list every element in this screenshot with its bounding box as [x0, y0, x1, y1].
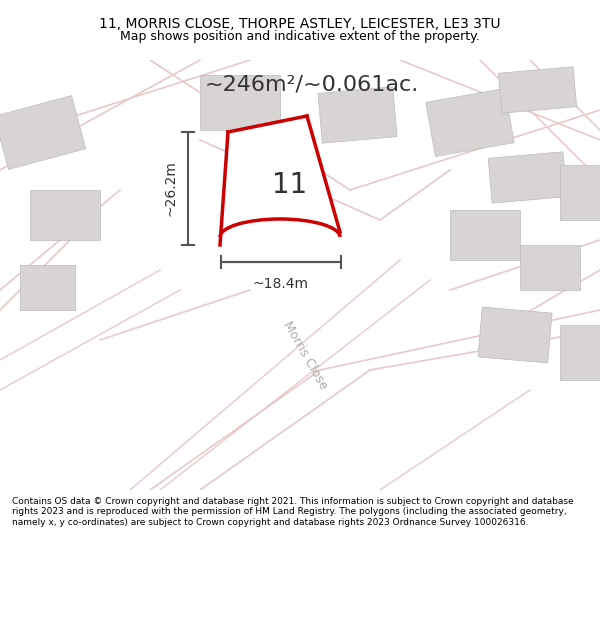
Bar — [200, 75, 280, 130]
Bar — [318, 87, 397, 143]
Bar — [560, 325, 600, 380]
Text: Map shows position and indicative extent of the property.: Map shows position and indicative extent… — [120, 30, 480, 43]
Bar — [560, 165, 600, 220]
Bar — [520, 245, 580, 290]
Bar — [0, 96, 86, 169]
Text: 11, MORRIS CLOSE, THORPE ASTLEY, LEICESTER, LE3 3TU: 11, MORRIS CLOSE, THORPE ASTLEY, LEICEST… — [99, 17, 501, 31]
Bar — [30, 190, 100, 240]
Bar — [20, 265, 75, 310]
Text: ~26.2m: ~26.2m — [164, 161, 178, 216]
Bar — [488, 152, 567, 203]
Text: Contains OS data © Crown copyright and database right 2021. This information is : Contains OS data © Crown copyright and d… — [12, 497, 574, 526]
Bar — [426, 89, 514, 156]
Text: ~18.4m: ~18.4m — [253, 277, 309, 291]
Bar — [450, 210, 520, 260]
Text: ~246m²/~0.061ac.: ~246m²/~0.061ac. — [205, 75, 419, 95]
Bar — [499, 67, 577, 113]
Text: 11: 11 — [272, 171, 308, 199]
Text: Morris Close: Morris Close — [280, 319, 330, 391]
Polygon shape — [220, 116, 340, 245]
Bar — [478, 307, 552, 363]
